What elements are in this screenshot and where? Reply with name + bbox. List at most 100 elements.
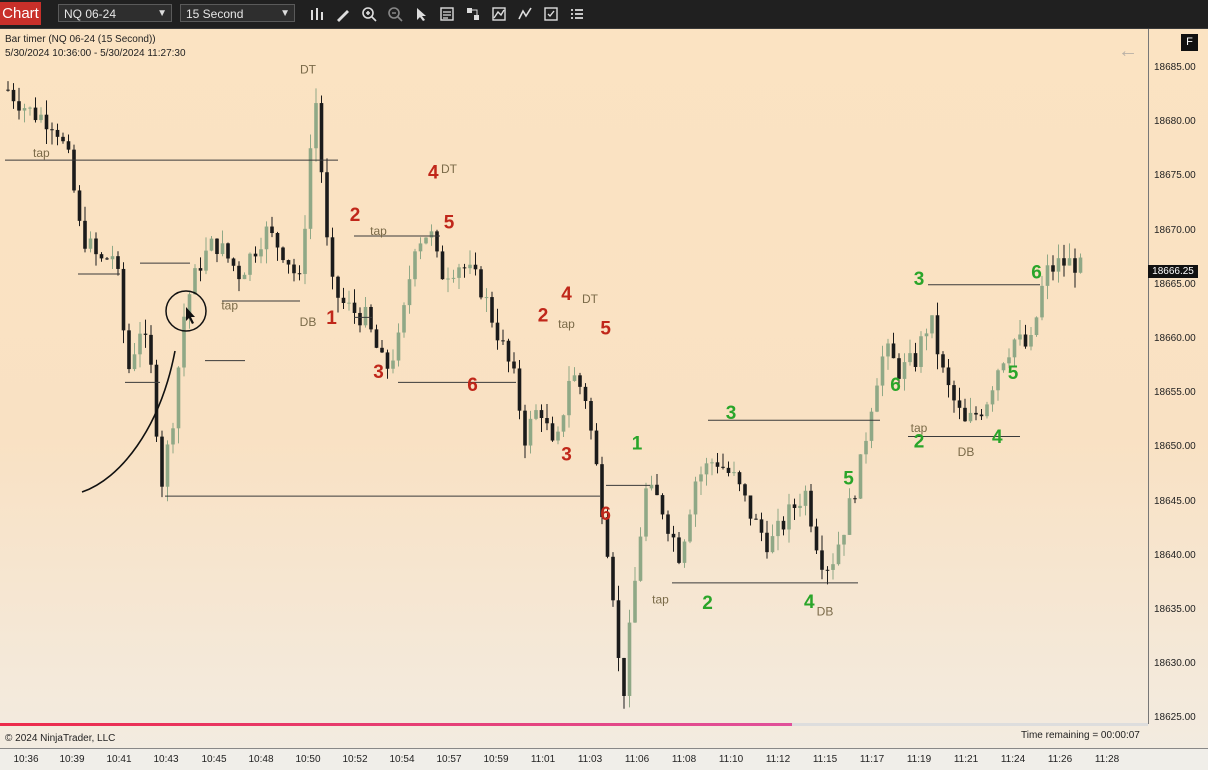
candle-body [1045, 265, 1050, 286]
candle-body [88, 238, 93, 249]
candle-body [1040, 285, 1044, 318]
candle-body [649, 484, 654, 489]
candle-body [715, 462, 720, 467]
candle-body [1001, 363, 1006, 371]
chart-panel[interactable] [0, 29, 1208, 769]
candle-body [842, 534, 846, 545]
candle-body [638, 536, 643, 581]
candle-body [149, 334, 153, 365]
candle-body [176, 367, 181, 429]
candle-body [407, 279, 412, 306]
candle-body [572, 375, 577, 381]
strategies-icon[interactable] [464, 5, 482, 23]
f-button[interactable]: F [1181, 34, 1198, 51]
time-tick-label: 10:39 [59, 754, 85, 765]
instrument-label: NQ 06-24 [64, 7, 117, 21]
candle-body [770, 536, 775, 553]
annotation-label: tap [911, 421, 928, 435]
price-axis[interactable] [1148, 29, 1208, 724]
annotation-label: tap [221, 299, 238, 313]
draw-pencil-icon[interactable] [334, 5, 352, 23]
candle-body [127, 330, 131, 370]
candle-body [567, 380, 571, 416]
candle-body [226, 243, 230, 259]
time-tick-label: 11:21 [953, 754, 979, 765]
candle-body [83, 220, 87, 249]
time-tick-label: 10:48 [248, 754, 274, 765]
candle-body [946, 367, 951, 386]
candle-body [611, 556, 615, 601]
candle-body [589, 401, 593, 431]
candle-body [319, 103, 324, 173]
trade-icon[interactable] [516, 5, 534, 23]
candle-body [1029, 335, 1033, 347]
candle-body [66, 141, 71, 150]
candle-body [578, 375, 582, 387]
instrument-selector[interactable]: NQ 06-24 ▼ [58, 4, 172, 22]
candle-body [836, 544, 841, 565]
time-tick-label: 10:59 [483, 754, 509, 765]
candle-body [209, 238, 214, 251]
candle-body [616, 600, 621, 658]
date-range-label: 5/30/2024 10:36:00 - 5/30/2024 11:27:30 [5, 48, 186, 59]
candle-body [759, 519, 764, 533]
interval-selector[interactable]: 15 Second ▼ [180, 4, 295, 22]
candle-body [781, 520, 786, 530]
pointer-icon[interactable] [412, 5, 430, 23]
price-tick-label: 18670.00 [1154, 224, 1196, 236]
count-label: 5 [600, 319, 611, 340]
chart-info: Bar timer (NQ 06-24 (15 Second)) 5/30/20… [5, 33, 186, 61]
time-tick-label: 10:57 [436, 754, 462, 765]
candle-body [710, 462, 714, 464]
candle-body [358, 312, 362, 326]
price-tick-label: 18625.00 [1154, 712, 1196, 724]
zoom-in-icon[interactable] [360, 5, 378, 23]
data-box-icon[interactable] [438, 5, 456, 23]
time-axis[interactable] [0, 748, 1208, 770]
bar-chart-icon[interactable] [308, 5, 326, 23]
chart-tab[interactable]: Chart [0, 2, 41, 25]
properties-icon[interactable] [542, 5, 560, 23]
candle-body [352, 302, 357, 313]
candle-body [231, 258, 236, 266]
time-tick-label: 11:24 [1000, 754, 1026, 765]
count-label: 4 [992, 427, 1003, 448]
zoom-out-icon[interactable] [386, 5, 404, 23]
back-arrow-icon[interactable]: ← [1118, 40, 1138, 62]
candle-body [121, 268, 126, 331]
time-tick-label: 10:54 [389, 754, 415, 765]
candle-body [622, 657, 626, 696]
copyright-label: © 2024 NinjaTrader, LLC [5, 733, 116, 744]
candle-body [451, 277, 456, 279]
candle-body [556, 431, 560, 441]
candle-body [330, 237, 335, 277]
candle-body [1056, 258, 1061, 272]
price-tick-label: 18655.00 [1154, 387, 1196, 399]
candle-body [28, 107, 32, 109]
candle-body [979, 414, 984, 417]
annotation-label: tap [370, 224, 387, 238]
chart-toolbar: Chart NQ 06-24 ▼ 15 Second ▼ [0, 0, 1208, 29]
chevron-down-icon: ▼ [157, 8, 167, 19]
time-tick-label: 11:12 [765, 754, 791, 765]
candle-body [242, 274, 247, 280]
candle-body [363, 306, 368, 326]
candle-body [160, 436, 164, 487]
count-label: 6 [890, 375, 901, 396]
candle-body [385, 352, 390, 369]
candle-body [523, 410, 527, 446]
candle-body [55, 129, 60, 137]
time-tick-label: 11:03 [577, 754, 603, 765]
candle-body [154, 364, 159, 437]
candle-body [831, 564, 835, 570]
candle-body [787, 504, 791, 530]
price-tick-label: 18680.00 [1154, 116, 1196, 128]
count-label: 4 [428, 163, 439, 184]
price-chart[interactable]: tapDTtapDBDTtapDTtaptapDBtapDB1234562453… [0, 29, 1148, 724]
indicators-icon[interactable] [490, 5, 508, 23]
list-icon[interactable] [568, 5, 586, 23]
candle-body [132, 354, 137, 370]
candle-body [308, 148, 313, 229]
candle-body [110, 256, 115, 260]
candle-body [798, 505, 802, 508]
